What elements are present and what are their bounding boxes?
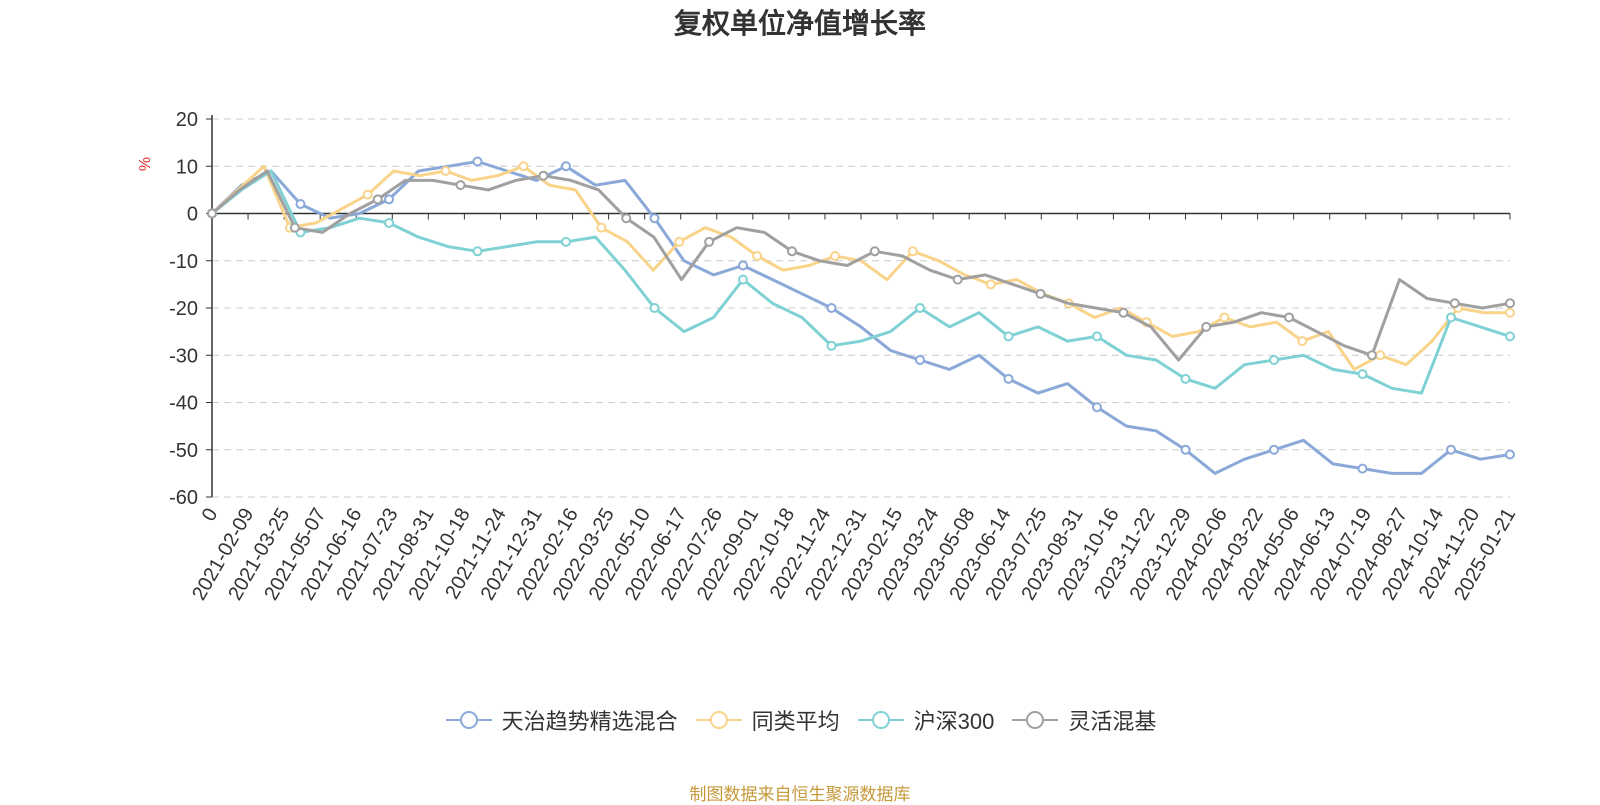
data-point (674, 236, 685, 247)
data-point (1003, 373, 1014, 384)
data-point (1446, 444, 1456, 455)
y-tick-label: -20 (169, 298, 198, 320)
legend-marker-icon (695, 711, 742, 729)
legend-label: 灵活混基 (1068, 709, 1157, 734)
data-point (372, 194, 383, 205)
data-point (649, 303, 660, 313)
data-point (1092, 402, 1102, 413)
series-line-3 (211, 169, 1511, 362)
data-point (907, 246, 918, 257)
y-tick-label: -50 (169, 440, 198, 462)
y-tick-label: -10 (169, 251, 198, 273)
data-point (455, 180, 466, 191)
data-point (738, 260, 748, 271)
data-point (786, 246, 797, 257)
series-line-0 (210, 160, 1511, 475)
x-tick-label: 0 (198, 505, 223, 526)
x-tick-labels: 02021-02-092021-03-252021-05-072021-06-1… (188, 505, 1520, 605)
data-point (869, 246, 880, 257)
data-point (1118, 307, 1129, 318)
data-point (1092, 331, 1102, 342)
data-point (1375, 350, 1386, 361)
data-point (289, 222, 300, 233)
data-point (472, 156, 483, 167)
data-point (472, 246, 483, 257)
legend-item[interactable]: 同类平均 (694, 704, 840, 736)
y-tick-label: 20 (176, 109, 198, 131)
legend-marker-icon (445, 711, 492, 729)
y-axis-label: % (137, 157, 154, 171)
grid-lines (206, 118, 1510, 498)
data-point (1180, 373, 1191, 384)
y-tick-label: -40 (169, 393, 198, 415)
data-point (440, 165, 451, 176)
y-tick-label: 0 (187, 204, 198, 226)
source-note: 制图数据来自恒生聚源数据库 (689, 785, 911, 804)
data-point (1269, 444, 1279, 455)
data-point (1446, 312, 1456, 323)
legend-label: 天治趋势精选混合 (501, 709, 678, 734)
data-point (561, 236, 571, 247)
chart-title: 复权单位净值增长率 (673, 8, 926, 39)
data-point (1505, 307, 1515, 318)
data-point (1035, 288, 1046, 299)
data-point (621, 213, 632, 224)
data-point (1505, 298, 1515, 309)
series-line-1 (210, 164, 1510, 371)
data-point (1003, 331, 1014, 342)
legend-item[interactable]: 沪深300 (856, 704, 995, 736)
data-point (985, 279, 996, 290)
data-point (915, 303, 925, 313)
data-point (752, 251, 763, 262)
data-point (826, 340, 837, 351)
data-point (384, 194, 394, 205)
data-point (1269, 354, 1279, 365)
data-point (1449, 298, 1460, 309)
data-point (561, 161, 571, 172)
y-tick-label: -60 (169, 487, 198, 509)
legend-item[interactable]: 天治趋势精选混合 (444, 704, 678, 736)
data-point (1366, 350, 1377, 361)
data-point (596, 222, 607, 233)
data-point (826, 303, 837, 313)
y-tick-label: 10 (176, 156, 198, 178)
data-point (1357, 463, 1368, 474)
legend: 天治趋势精选混合 同类平均 沪深300 灵活混基 (0, 704, 1600, 737)
data-point (207, 208, 217, 219)
data-point (1505, 449, 1515, 460)
legend-item[interactable]: 灵活混基 (1010, 704, 1156, 736)
data-point (1505, 331, 1515, 342)
series-line-2 (211, 169, 1511, 395)
data-point (1201, 321, 1212, 332)
data-point (704, 236, 715, 247)
data-point (384, 217, 394, 228)
y-tick-label: -30 (169, 345, 198, 367)
data-point (830, 251, 841, 262)
data-point (295, 199, 306, 210)
data-point (518, 161, 529, 172)
data-point (1180, 444, 1191, 455)
legend-label: 沪深300 (913, 709, 995, 734)
legend-marker-icon (857, 711, 904, 729)
data-point (738, 274, 748, 285)
y-tick-labels: 20 10 0 -10 -20 -30 -40 -50 -60 (169, 109, 198, 509)
line-chart: % 20 10 0 -10 -20 -30 -40 -50 -60 02021-02-09202… (137, 109, 1520, 605)
legend-label: 同类平均 (751, 709, 840, 734)
data-point (1219, 312, 1230, 323)
data-point (915, 354, 925, 365)
data-point (1297, 336, 1308, 347)
data-point (362, 189, 373, 200)
data-point (649, 213, 660, 224)
data-point (538, 170, 549, 181)
data-point (1284, 312, 1295, 323)
data-point (1357, 369, 1368, 380)
data-point (952, 274, 963, 285)
legend-marker-icon (1012, 711, 1059, 729)
series-lines (207, 156, 1515, 475)
